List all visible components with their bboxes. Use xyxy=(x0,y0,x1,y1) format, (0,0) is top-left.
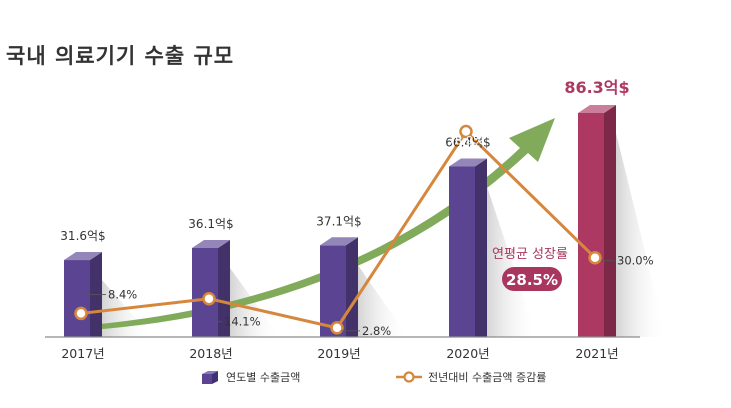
bar-0-top xyxy=(64,252,102,261)
bar-value-label-3: 66.4억$ xyxy=(445,135,490,149)
bar-4-side xyxy=(604,105,616,337)
legend-bars-label: 연도별 수출금액 xyxy=(226,371,301,384)
line-value-label-2: 2.8% xyxy=(362,324,391,338)
bar-0-front xyxy=(64,260,90,337)
x-tick-label-1: 2018년 xyxy=(189,346,232,361)
line-value-label-1: 14.1% xyxy=(224,315,261,329)
legend-bar-swatch xyxy=(202,371,218,384)
line-value-label-4: 30.0% xyxy=(617,254,654,268)
bar-shadow xyxy=(230,267,280,337)
line-value-label-0: 8.4% xyxy=(108,287,137,301)
legend-bars: 연도별 수출금액 xyxy=(200,369,300,385)
bar-value-label-1: 36.1억$ xyxy=(188,217,233,231)
x-tick-label-4: 2021년 xyxy=(575,346,618,361)
cagr-badge xyxy=(502,267,562,291)
bar-value-label-4: 86.3억$ xyxy=(564,78,629,97)
legend-line: 전년대비 수출금액 증감률 xyxy=(396,369,546,385)
bar-value-label-0: 31.6억$ xyxy=(60,229,105,243)
bar-2-top xyxy=(320,237,358,246)
line-value-label-3: 78.9% xyxy=(448,134,485,148)
bar-1-top xyxy=(192,239,230,248)
line-point-2 xyxy=(330,321,344,335)
bar-1-front xyxy=(192,247,218,337)
line-point-1 xyxy=(202,291,216,306)
chart-title: 국내 의료기기 수출 규모 xyxy=(6,44,235,68)
bar-3-top xyxy=(449,158,487,167)
x-tick-label-2: 2019년 xyxy=(317,346,360,361)
bar-value-label-2: 37.1억$ xyxy=(316,214,361,228)
bar-4-front xyxy=(578,113,604,337)
legend-line-swatch xyxy=(396,371,422,383)
cagr-value: 28.5% xyxy=(506,271,558,289)
legend-line-label: 전년대비 수출금액 증감률 xyxy=(428,371,547,384)
bar-1-side xyxy=(218,239,230,337)
x-tick-label-3: 2020년 xyxy=(446,346,489,361)
cagr-label: 연평균 성장률 xyxy=(492,247,568,262)
bar-shadow xyxy=(487,186,537,337)
x-tick-label-0: 2017년 xyxy=(61,346,104,361)
bar-2-side xyxy=(346,237,358,337)
bar-3-front xyxy=(449,166,475,337)
bar-3-side xyxy=(475,158,487,337)
line-point-4 xyxy=(588,250,602,265)
bar-shadow xyxy=(616,133,666,337)
line-point-3 xyxy=(459,124,473,139)
bar-shadow xyxy=(358,265,408,337)
bar-4-top xyxy=(578,105,616,113)
line-point-0 xyxy=(74,306,88,321)
